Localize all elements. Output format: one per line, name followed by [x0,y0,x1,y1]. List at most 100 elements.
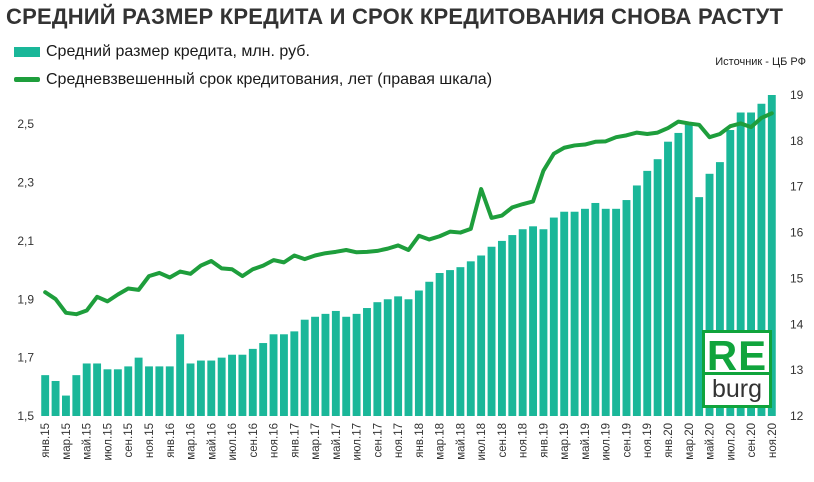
bar [103,369,112,416]
bar [726,130,735,416]
x-tick-label: июл.16 [227,423,239,461]
x-tick-label: сен.20 [746,423,758,457]
x-tick-label: июл.19 [601,423,613,461]
bar [41,375,50,416]
x-tick-label: май.18 [455,423,467,460]
y-right-tick-label: 14 [790,317,804,331]
bar [477,255,486,416]
legend-bar-label: Средний размер кредита, млн. руб. [46,43,310,60]
x-tick-label: сен.19 [621,423,633,457]
bar [383,299,392,416]
bar [446,270,454,416]
bar [622,200,631,416]
x-tick-label: ноя.20 [767,423,779,458]
bar [155,366,164,416]
bar [290,331,299,416]
bar [176,334,185,416]
bar [435,273,444,416]
bar [705,173,714,416]
bar [248,348,257,416]
x-tick-label: мар.19 [559,423,571,460]
x-tick-label: сен.16 [248,423,260,457]
bar [363,308,371,416]
y-right-tick-label: 18 [790,134,804,148]
bar [113,369,122,416]
bar [591,202,600,416]
x-tick-label: май.16 [206,423,218,460]
bar [186,363,195,416]
chart-title: СРЕДНИЙ РАЗМЕР КРЕДИТА И СРОК КРЕДИТОВАН… [6,4,784,29]
bar [93,363,102,416]
x-tick-label: май.15 [82,423,94,460]
bar [373,302,382,416]
bar [601,208,610,416]
bar [394,296,403,416]
bar [321,313,330,416]
bar [695,197,704,416]
bar [736,112,745,416]
x-tick-label: янв.16 [165,423,177,458]
bar [643,170,652,416]
x-tick-label: июл.20 [725,423,737,461]
x-tick-label: ноя.18 [518,423,530,458]
x-tick-label: май.17 [331,423,343,460]
y-left-tick-label: 2,3 [17,176,34,190]
legend-item-bars: Средний размер кредита, млн. руб. [14,43,310,61]
reburg-logo: RE burg [702,330,772,408]
bar [207,360,216,416]
x-tick-label: сен.17 [372,423,384,457]
x-tick-label: янв.15 [40,423,52,458]
bar [612,208,621,416]
bar [757,103,766,416]
bar [414,290,423,416]
bar [196,360,205,416]
x-tick-label: сен.18 [497,423,509,457]
bar [134,357,143,416]
x-tick-label: мар.18 [435,423,447,460]
bar [238,354,247,416]
x-tick-label: янв.18 [414,423,426,458]
x-tick-label: янв.17 [289,423,301,458]
bar [425,281,434,416]
y-right-tick-label: 17 [790,180,804,194]
bar [300,319,309,416]
bar [529,226,538,416]
y-left-tick-label: 1,9 [17,292,34,306]
bar [259,343,268,416]
x-tick-label: ноя.15 [144,423,156,458]
x-tick-label: янв.19 [538,423,550,458]
bar [570,211,579,416]
x-tick-label: май.19 [580,423,592,460]
bar [684,124,693,416]
y-left-tick-label: 2,1 [17,234,34,248]
bar [124,366,133,416]
bar [456,267,465,416]
x-tick-label: июл.18 [476,423,488,461]
x-tick-label: ноя.16 [269,423,281,458]
y-right-tick-label: 19 [790,88,804,102]
source-note: Источник - ЦБ РФ [715,56,806,68]
bar [549,217,558,416]
bar [497,240,506,416]
bar [715,162,724,416]
x-tick-label: июл.15 [102,423,114,461]
y-right-tick-label: 12 [790,409,804,423]
bar [331,310,340,416]
x-tick-label: мар.17 [310,423,322,460]
legend-line-swatch [14,77,40,83]
bar [82,363,91,416]
bar [664,141,672,416]
bar [279,334,288,416]
bar [539,229,548,416]
bar [62,395,70,416]
legend-bar-swatch [14,46,40,57]
y-right-tick-label: 16 [790,226,804,240]
bar [487,246,496,416]
bar [466,261,475,416]
x-tick-label: мар.15 [61,423,73,460]
bar [508,235,517,416]
legend-item-line: Средневзвешенный срок кредитования, лет … [14,71,492,89]
bar [767,95,776,416]
bar [518,229,527,416]
